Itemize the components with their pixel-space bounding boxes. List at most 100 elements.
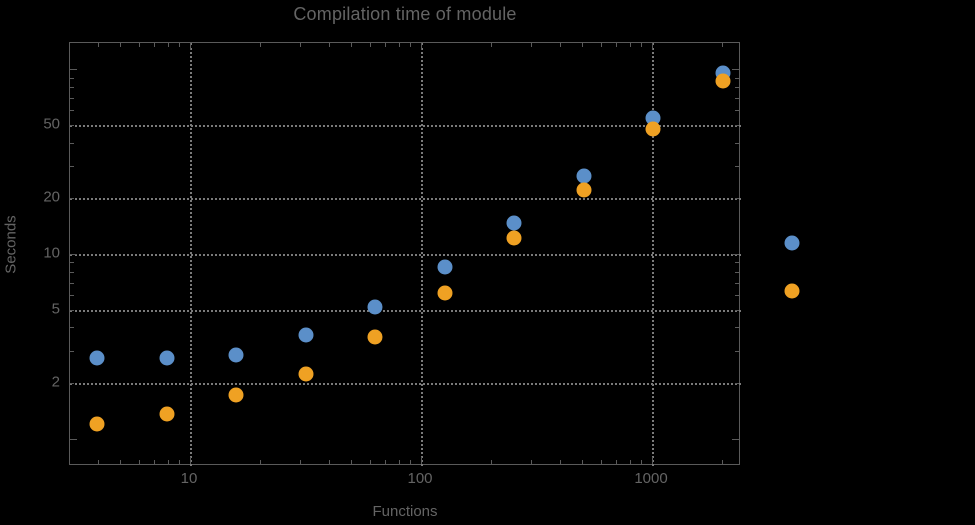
y-axis-tick	[70, 350, 74, 352]
y-axis-tick	[70, 165, 74, 167]
x-axis-tick	[385, 460, 387, 464]
x-axis-tick	[410, 43, 412, 47]
y-axis-tick	[70, 69, 77, 71]
y-axis-tick	[70, 383, 74, 384]
y-tick-label: 20	[43, 188, 60, 206]
y-tick-label: 5	[51, 300, 60, 318]
x-axis-tick	[560, 43, 562, 47]
x-axis-tick	[190, 43, 191, 50]
y-axis-tick	[735, 198, 739, 200]
y-axis-tick	[70, 125, 74, 126]
y-axis-tick	[70, 438, 77, 440]
x-tick-label: 1000	[634, 470, 668, 487]
x-axis-tick	[329, 43, 331, 47]
data-point-series-orange	[228, 387, 244, 403]
y-axis-tick	[735, 350, 739, 352]
x-axis-tick	[329, 460, 331, 464]
y-axis-tick	[70, 254, 77, 255]
chart-title: Compilation time of module	[293, 4, 517, 24]
x-axis-tick	[721, 460, 723, 464]
x-axis-tick	[351, 43, 353, 47]
x-axis-tick	[490, 460, 492, 464]
x-axis-tick	[351, 460, 353, 464]
y-axis-tick	[70, 271, 74, 273]
x-axis-tick	[259, 460, 261, 464]
x-axis-tick	[531, 43, 533, 47]
data-point-series-orange	[437, 285, 453, 301]
y-axis-label: Seconds	[2, 215, 20, 274]
x-axis-tick	[385, 43, 387, 47]
x-axis-tick	[154, 460, 156, 464]
x-axis-tick	[560, 460, 562, 464]
data-point-series-blue	[89, 350, 105, 366]
data-point-series-blue	[367, 299, 383, 315]
y-axis-tick	[735, 98, 739, 100]
y-tick-label: 10	[43, 244, 60, 262]
data-point-series-orange	[298, 366, 314, 382]
y-axis-tick	[70, 262, 74, 264]
y-axis-tick	[735, 282, 739, 284]
x-axis-tick	[179, 43, 181, 47]
y-axis-tick	[732, 254, 739, 255]
y-axis-tick	[70, 110, 74, 112]
y-axis-tick	[70, 142, 74, 144]
gridline-horizontal	[70, 254, 741, 256]
data-point-series-orange	[576, 182, 592, 198]
x-axis-tick	[154, 43, 156, 47]
data-point-series-orange	[367, 329, 383, 345]
x-axis-tick	[421, 43, 422, 50]
x-axis-tick	[398, 43, 400, 47]
x-axis-tick	[167, 460, 169, 464]
x-axis-tick	[600, 43, 602, 47]
x-axis-label: Functions	[372, 503, 438, 520]
y-axis-tick	[735, 125, 739, 126]
y-axis-tick	[735, 327, 739, 329]
y-axis-tick	[735, 309, 739, 311]
y-axis-tick	[732, 69, 739, 71]
y-axis-tick	[735, 110, 739, 112]
y-axis-tick	[70, 87, 74, 89]
y-axis-tick	[70, 294, 74, 296]
data-point-series-blue	[437, 259, 453, 275]
x-tick-label: 100	[407, 470, 433, 487]
x-axis-tick	[721, 43, 723, 47]
gridline-horizontal	[70, 309, 741, 312]
x-axis-tick	[600, 460, 602, 464]
gridline-horizontal	[70, 125, 741, 127]
data-point-series-orange	[506, 230, 522, 246]
y-axis-tick	[70, 77, 74, 79]
x-axis-tick	[369, 43, 371, 47]
y-axis-tick	[70, 198, 74, 200]
x-axis-tick	[300, 43, 302, 47]
gridline-horizontal	[70, 198, 741, 201]
y-axis-tick	[735, 383, 739, 384]
data-point-series-blue	[228, 347, 244, 363]
x-axis-tick	[641, 43, 643, 47]
x-axis-tick	[120, 460, 122, 464]
data-point-series-orange	[784, 283, 800, 299]
y-axis-tick	[735, 271, 739, 273]
x-axis-tick	[629, 460, 631, 464]
data-point-series-blue	[298, 327, 314, 343]
x-axis-tick	[490, 43, 492, 47]
data-point-series-orange	[89, 416, 105, 432]
data-point-series-orange	[159, 406, 175, 421]
x-axis-tick	[179, 460, 181, 464]
x-axis-tick	[410, 460, 412, 464]
y-axis-tick	[732, 438, 739, 440]
y-tick-label: 2	[51, 373, 60, 391]
x-axis-tick	[138, 460, 140, 464]
x-axis-tick	[369, 460, 371, 464]
x-axis-tick	[531, 460, 533, 464]
data-point-series-blue	[576, 168, 592, 184]
gridline-horizontal	[70, 383, 741, 385]
x-axis-tick	[641, 460, 643, 464]
plot-frame	[69, 42, 741, 466]
y-axis-tick	[735, 142, 739, 144]
x-axis-tick	[652, 43, 653, 50]
y-axis-tick	[735, 262, 739, 264]
y-axis-tick	[735, 294, 739, 296]
x-axis-tick	[138, 43, 140, 47]
y-tick-label: 50	[43, 115, 60, 133]
